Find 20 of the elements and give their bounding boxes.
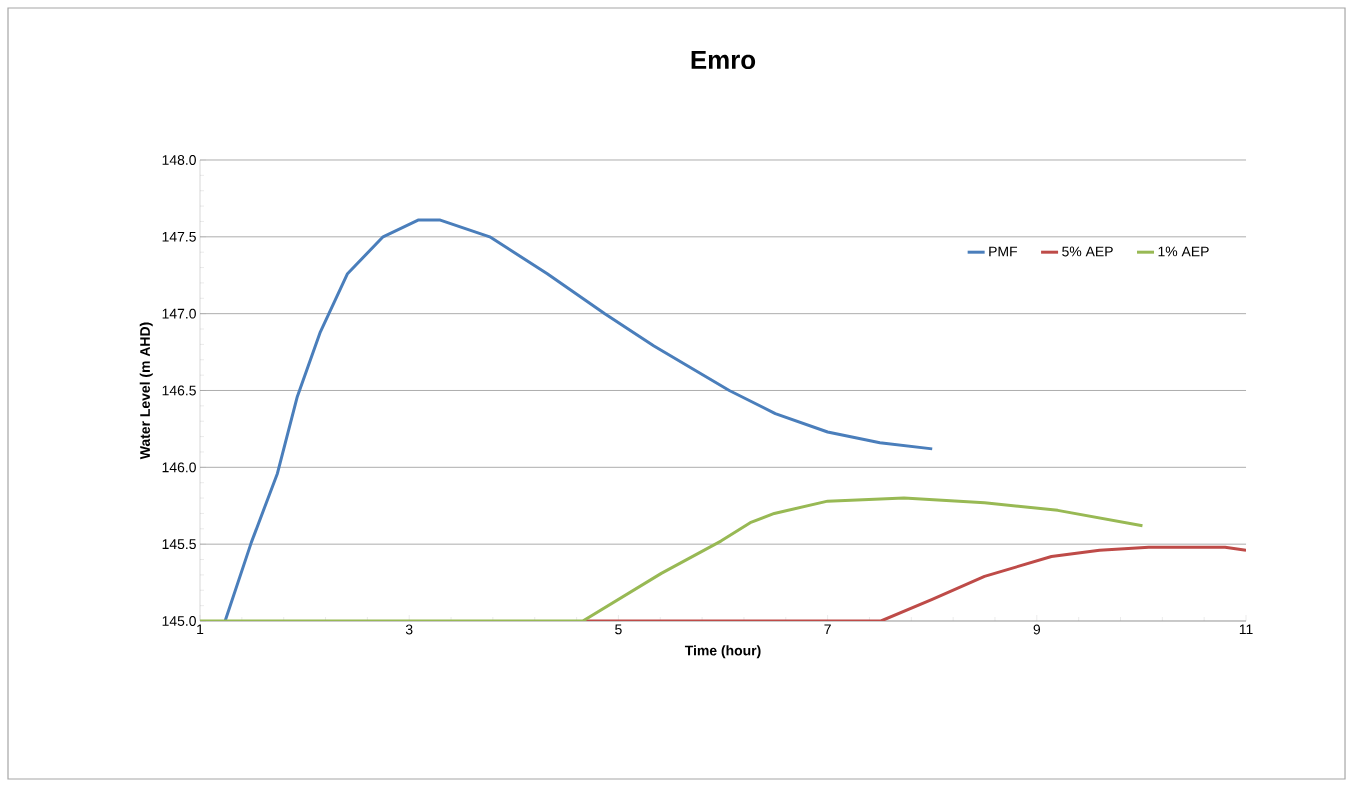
y-tick-label: 145.0 xyxy=(162,616,196,626)
x-tick-label: 3 xyxy=(405,624,413,635)
legend-label: 1% AEP xyxy=(1158,246,1209,257)
y-tick-label: 147.5 xyxy=(162,231,196,242)
y-tick-label: 146.5 xyxy=(162,385,196,396)
x-axis-title: Time (hour) xyxy=(684,645,761,659)
line-series xyxy=(223,218,934,621)
x-tick-label: 1 xyxy=(197,624,204,635)
chart-title: Emro xyxy=(691,50,756,70)
legend-label: 5% AEP xyxy=(1062,246,1113,257)
y-tick-label: 145.5 xyxy=(162,539,196,550)
x-tick-label: 5 xyxy=(615,624,622,635)
y-axis-title: Water Level (m AHD) xyxy=(139,322,153,460)
x-tick-label: 7 xyxy=(824,624,831,635)
x-tick-label: 11 xyxy=(1239,624,1253,635)
legend-label: PMF xyxy=(989,246,1018,257)
x-tick-label: 9 xyxy=(1033,624,1041,635)
y-tick-label: 147.0 xyxy=(162,308,196,319)
y-tick-label: 146.0 xyxy=(162,462,196,473)
y-tick-label: 148.0 xyxy=(162,155,196,165)
